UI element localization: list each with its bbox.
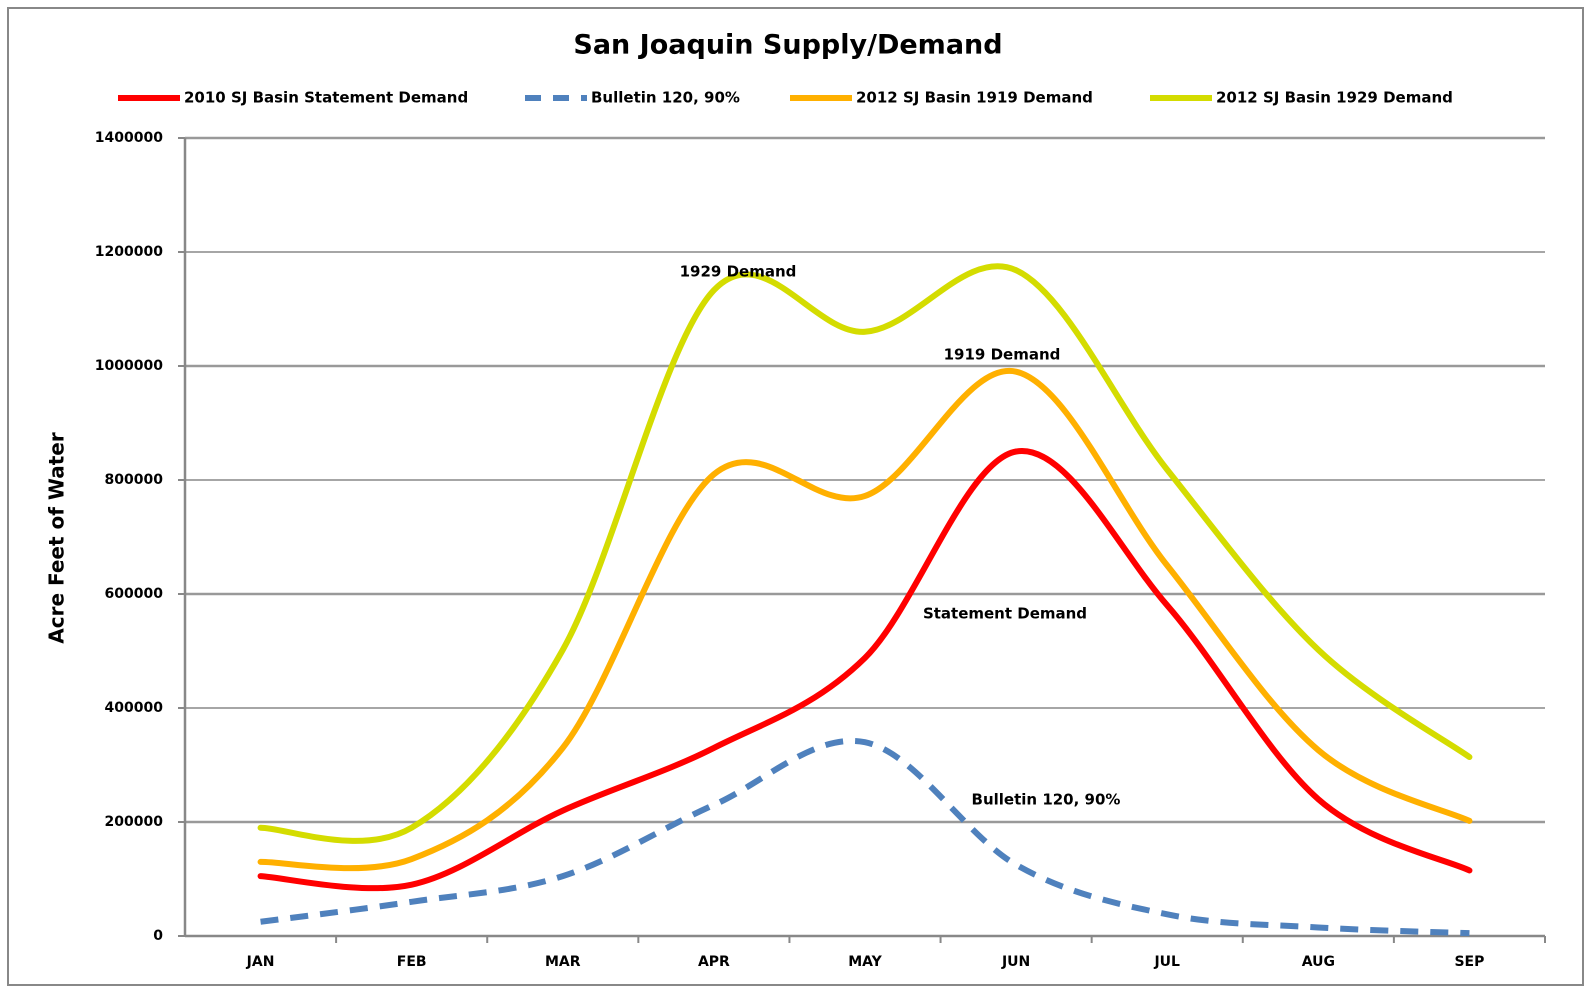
series-line: [260, 737, 1470, 937]
x-tick-label: JAN: [246, 954, 275, 970]
legend-label: 2012 SJ Basin 1919 Demand: [856, 89, 1093, 107]
y-tick-label: 400000: [105, 700, 164, 716]
series-line: [257, 448, 1473, 892]
y-axis-label: Acre Feet of Water: [45, 432, 69, 644]
annotation: Bulletin 120, 90%: [972, 791, 1121, 809]
y-tick-label: 0: [153, 928, 163, 944]
x-tick-label: MAR: [545, 954, 581, 970]
y-tick-label: 800000: [105, 472, 164, 488]
y-tick-label: 600000: [105, 586, 164, 602]
legend-label: 2012 SJ Basin 1929 Demand: [1216, 89, 1453, 107]
annotation: Statement Demand: [923, 605, 1087, 623]
annotation: 1919 Demand: [944, 346, 1061, 364]
y-tick-label: 1200000: [95, 244, 163, 260]
y-tick-label: 1000000: [95, 358, 163, 374]
chart-title: San Joaquin Supply/Demand: [573, 30, 1002, 61]
legend-label: 2010 SJ Basin Statement Demand: [184, 89, 468, 107]
x-tick-label: SEP: [1454, 954, 1484, 970]
chart-frame: [7, 7, 1584, 986]
x-tick-label: AUG: [1302, 954, 1335, 970]
y-tick-label: 200000: [105, 814, 164, 830]
series-line: [257, 368, 1473, 872]
series-line: [257, 263, 1473, 844]
x-tick-label: JUL: [1153, 954, 1180, 970]
legend-label: Bulletin 120, 90%: [591, 89, 740, 107]
x-tick-label: JUN: [1001, 954, 1030, 970]
y-tick-label: 1400000: [95, 130, 163, 146]
x-tick-label: FEB: [397, 954, 427, 970]
x-tick-label: MAY: [848, 954, 882, 970]
x-tick-label: APR: [698, 954, 730, 970]
annotation: 1929 Demand: [680, 263, 797, 281]
